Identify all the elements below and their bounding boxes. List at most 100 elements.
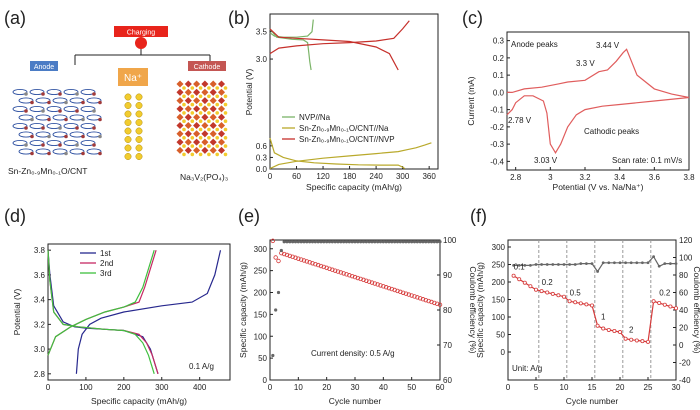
capacity-point — [352, 274, 358, 280]
efficiency-point — [410, 240, 414, 244]
efficiency-point — [424, 240, 428, 244]
y-tick-label: 0 — [263, 376, 268, 385]
sodium-site — [190, 102, 195, 107]
sodium-site — [215, 136, 219, 140]
polyhedron — [193, 146, 201, 154]
sodium-site — [190, 111, 195, 115]
capacity-point — [517, 277, 522, 282]
efficiency-point — [310, 240, 315, 244]
polyhedron — [176, 113, 184, 121]
efficiency-point — [333, 240, 337, 244]
polyhedron — [176, 97, 184, 105]
sodium-site — [198, 152, 203, 157]
capacity-point — [562, 294, 567, 299]
ion-dot — [135, 136, 143, 143]
ion-dot — [124, 102, 132, 109]
capacity-point — [364, 278, 369, 283]
efficiency-point — [305, 240, 309, 244]
efficiency-point — [282, 240, 286, 244]
cnt-tube — [86, 114, 102, 121]
efficiency-point — [407, 240, 411, 244]
capacity-point — [662, 302, 667, 307]
polyhedron — [176, 146, 184, 154]
x-tick-label: 30 — [351, 383, 360, 392]
capacity-point — [321, 264, 327, 270]
sodium-site — [223, 144, 228, 148]
cnt-tube — [86, 131, 102, 138]
capacity-point — [392, 287, 397, 293]
particle — [64, 100, 68, 105]
efficiency-point — [669, 262, 672, 266]
x-tick-label: 180 — [343, 172, 357, 181]
efficiency-point — [319, 240, 323, 244]
efficiency-point — [529, 263, 532, 267]
cnt-tube — [29, 88, 45, 96]
efficiency-point — [344, 240, 349, 244]
anode-label: Anode — [34, 64, 54, 71]
cnt-tube — [29, 105, 45, 113]
cnt-tube — [63, 122, 79, 130]
sodium-site — [198, 94, 203, 99]
cathodic-peaks-annotation: Cathodic peaks — [584, 127, 639, 136]
particle — [41, 92, 45, 96]
efficiency-point — [635, 261, 639, 265]
sodium-site — [207, 144, 211, 148]
efficiency-point — [313, 240, 317, 244]
ion-label: Na⁺ — [124, 73, 142, 84]
capacity-point — [293, 255, 298, 260]
series-line — [269, 28, 399, 71]
ion-dot — [135, 119, 143, 126]
capacity-point — [327, 266, 332, 271]
particle — [58, 92, 62, 96]
ion-box — [118, 68, 148, 86]
sodium-site — [190, 86, 195, 90]
cathode-structure-illustration — [176, 80, 228, 157]
cnt-tube — [63, 105, 79, 113]
efficiency-point — [393, 240, 397, 244]
polyhedron — [209, 121, 217, 130]
capacity-point — [332, 268, 338, 273]
polyhedron — [176, 80, 184, 88]
capacity-point — [389, 286, 395, 292]
sodium-site — [182, 152, 186, 157]
polyhedron — [209, 97, 217, 105]
y-right-tick-label: 60 — [443, 376, 452, 385]
panel-d-label: (d) — [4, 206, 26, 226]
efficiency-point — [276, 290, 281, 295]
polyhedron — [184, 105, 192, 113]
panel-c-plot-frame — [506, 31, 690, 171]
x-tick-label: 100 — [79, 383, 93, 392]
polyhedron — [176, 138, 184, 146]
efficiency-point — [618, 261, 622, 265]
cnt-tube — [35, 148, 51, 155]
y-right-tick-label: 60 — [679, 289, 688, 298]
cnt-tube — [52, 148, 68, 155]
efficiency-point — [579, 262, 583, 266]
capacity-point — [420, 297, 426, 302]
efficiency-point — [517, 263, 521, 267]
efficiency-point — [607, 261, 611, 265]
panel-d-chart: (d) 0 100 200 300 400 2.8 3.0 3.2 3.4 3.6 3.8 1st … — [4, 206, 231, 406]
capacity-point — [429, 299, 434, 305]
ion-dot — [124, 93, 132, 101]
sodium-site — [190, 144, 195, 148]
sodium-site — [215, 144, 219, 148]
particle — [81, 100, 85, 105]
polyhedron — [184, 97, 192, 105]
cnt-tube — [63, 139, 79, 147]
particle — [75, 109, 79, 113]
panel-f-label: (f) — [470, 206, 487, 226]
capacity-point — [434, 301, 440, 307]
charging-label: Charging — [127, 30, 156, 37]
polyhedron — [193, 88, 201, 96]
particle — [75, 126, 79, 130]
efficiency-point — [271, 353, 275, 358]
y-right-tick-label: 0 — [679, 341, 684, 350]
sodium-site — [198, 86, 203, 90]
ion-dot — [135, 102, 143, 109]
efficiency-point — [279, 248, 283, 253]
particle — [75, 143, 79, 147]
sodium-site — [207, 119, 211, 123]
y-tick-label: 300 — [254, 245, 268, 254]
ion-dot — [135, 144, 143, 152]
